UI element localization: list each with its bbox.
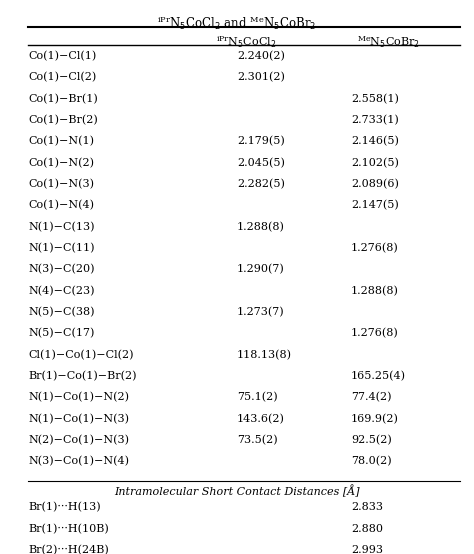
Text: 2.733(1): 2.733(1) <box>351 115 399 125</box>
Text: 2.240(2): 2.240(2) <box>237 51 285 61</box>
Text: Co(1)−N(3): Co(1)−N(3) <box>28 179 94 189</box>
Text: 2.045(5): 2.045(5) <box>237 157 285 168</box>
Text: 2.301(2): 2.301(2) <box>237 72 285 83</box>
Text: 1.276(8): 1.276(8) <box>351 328 399 338</box>
Text: 2.993: 2.993 <box>351 545 383 554</box>
Text: 92.5(2): 92.5(2) <box>351 435 392 445</box>
Text: N(1)−Co(1)−N(2): N(1)−Co(1)−N(2) <box>28 392 129 403</box>
Text: 77.4(2): 77.4(2) <box>351 392 391 403</box>
Text: Co(1)−Cl(1): Co(1)−Cl(1) <box>28 51 97 61</box>
Text: 165.25(4): 165.25(4) <box>351 371 406 381</box>
Text: 143.6(2): 143.6(2) <box>237 413 285 424</box>
Text: 78.0(2): 78.0(2) <box>351 456 392 466</box>
Text: 75.1(2): 75.1(2) <box>237 392 278 403</box>
Text: Br(1)···H(10B): Br(1)···H(10B) <box>28 524 109 534</box>
Text: 2.146(5): 2.146(5) <box>351 136 399 147</box>
Text: 1.276(8): 1.276(8) <box>351 243 399 253</box>
Text: Cl(1)−Co(1)−Cl(2): Cl(1)−Co(1)−Cl(2) <box>28 350 134 360</box>
Text: 1.288(8): 1.288(8) <box>351 286 399 296</box>
Text: 2.558(1): 2.558(1) <box>351 94 399 104</box>
Text: 2.179(5): 2.179(5) <box>237 136 285 147</box>
Text: 1.273(7): 1.273(7) <box>237 307 284 317</box>
Text: N(1)−Co(1)−N(3): N(1)−Co(1)−N(3) <box>28 413 129 424</box>
Text: Co(1)−Br(1): Co(1)−Br(1) <box>28 94 98 104</box>
Text: 118.13(8): 118.13(8) <box>237 350 292 360</box>
Text: Co(1)−N(1): Co(1)−N(1) <box>28 136 94 147</box>
Text: Co(1)−Br(2): Co(1)−Br(2) <box>28 115 98 125</box>
Text: Co(1)−N(2): Co(1)−N(2) <box>28 157 94 168</box>
Text: 2.147(5): 2.147(5) <box>351 200 399 211</box>
Text: 2.089(6): 2.089(6) <box>351 179 399 189</box>
Text: 2.282(5): 2.282(5) <box>237 179 285 189</box>
Text: 1.288(8): 1.288(8) <box>237 222 285 232</box>
Text: Co(1)−Cl(2): Co(1)−Cl(2) <box>28 72 97 83</box>
Text: 169.9(2): 169.9(2) <box>351 413 399 424</box>
Text: 73.5(2): 73.5(2) <box>237 435 278 445</box>
Text: 2.833: 2.833 <box>351 502 383 512</box>
Text: $^{\mathregular{Me}}$N$_5$CoBr$_2$: $^{\mathregular{Me}}$N$_5$CoBr$_2$ <box>357 34 420 50</box>
Text: Co(1)−N(4): Co(1)−N(4) <box>28 200 94 211</box>
Text: 2.880: 2.880 <box>351 524 383 534</box>
Text: Br(2)···H(24B): Br(2)···H(24B) <box>28 545 109 554</box>
Text: N(1)−C(13): N(1)−C(13) <box>28 222 95 232</box>
Text: N(2)−Co(1)−N(3): N(2)−Co(1)−N(3) <box>28 435 129 445</box>
Text: N(5)−C(17): N(5)−C(17) <box>28 328 95 338</box>
Text: Br(1)···H(13): Br(1)···H(13) <box>28 502 101 512</box>
Text: Br(1)−Co(1)−Br(2): Br(1)−Co(1)−Br(2) <box>28 371 137 381</box>
Text: $^{\mathregular{iPr}}$N$_5$CoCl$_2$: $^{\mathregular{iPr}}$N$_5$CoCl$_2$ <box>216 34 277 50</box>
Text: Intramolecular Short Contact Distances [Å]: Intramolecular Short Contact Distances [… <box>114 484 360 497</box>
Text: N(1)−C(11): N(1)−C(11) <box>28 243 95 253</box>
Text: N(4)−C(23): N(4)−C(23) <box>28 286 95 296</box>
Text: 2.102(5): 2.102(5) <box>351 157 399 168</box>
Text: N(5)−C(38): N(5)−C(38) <box>28 307 95 317</box>
Text: N(3)−Co(1)−N(4): N(3)−Co(1)−N(4) <box>28 456 129 466</box>
Text: $^{\mathregular{iPr}}$N$_5$CoCl$_2$ and $^{\mathregular{Me}}$N$_5$CoBr$_2$: $^{\mathregular{iPr}}$N$_5$CoCl$_2$ and … <box>157 14 317 32</box>
Text: N(3)−C(20): N(3)−C(20) <box>28 264 95 275</box>
Text: 1.290(7): 1.290(7) <box>237 264 285 275</box>
